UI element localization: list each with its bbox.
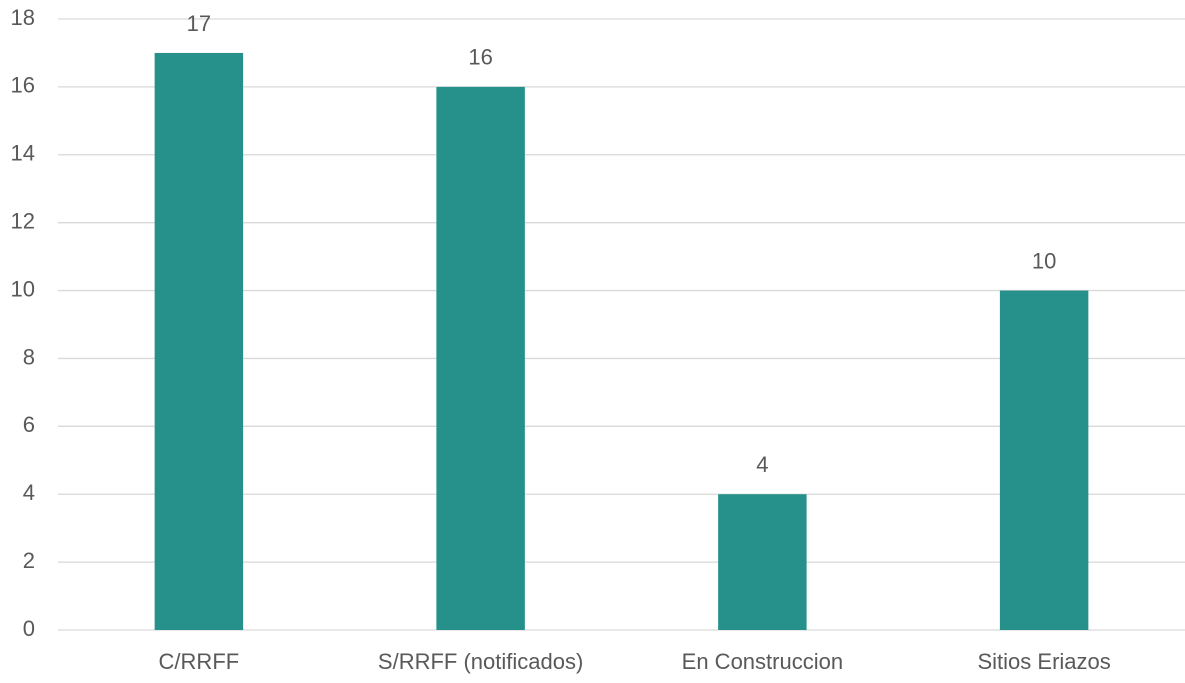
y-tick-label: 8 — [23, 344, 35, 369]
bar — [154, 52, 244, 630]
y-tick-label: 18 — [11, 5, 35, 30]
x-tick-label: C/RRFF — [159, 649, 240, 674]
data-label: 17 — [187, 11, 211, 36]
bar — [436, 86, 525, 630]
data-label: 4 — [756, 452, 768, 477]
x-tick-label: S/RRFF (notificados) — [378, 649, 583, 674]
y-tick-label: 12 — [11, 208, 35, 233]
data-label: 16 — [468, 45, 492, 70]
x-tick-label: Sitios Eriazos — [977, 649, 1110, 674]
y-tick-label: 4 — [23, 480, 35, 505]
y-tick-label: 10 — [11, 276, 35, 301]
y-tick-label: 2 — [23, 548, 35, 573]
y-tick-label: 16 — [11, 73, 35, 98]
data-label: 10 — [1032, 248, 1056, 273]
y-tick-label: 0 — [23, 616, 35, 641]
bar — [999, 290, 1089, 630]
bar — [718, 494, 807, 630]
x-tick-label: En Construccion — [682, 649, 843, 674]
y-tick-label: 14 — [11, 141, 35, 166]
y-tick-label: 6 — [23, 412, 35, 437]
